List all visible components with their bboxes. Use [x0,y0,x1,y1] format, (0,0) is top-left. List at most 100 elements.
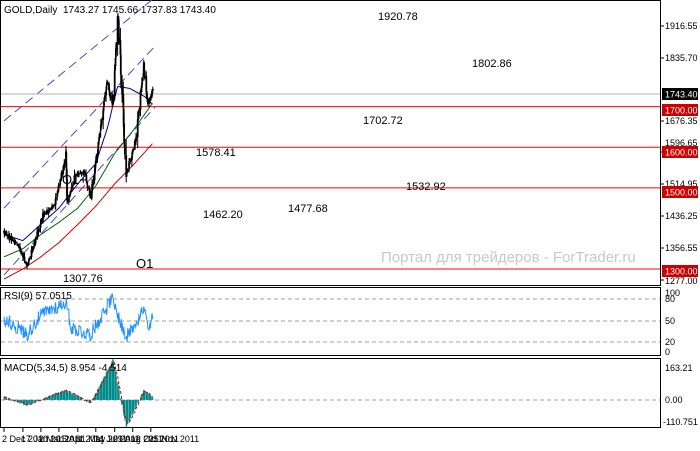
candle-body [140,84,143,88]
level-tag-1300 [662,265,698,277]
y-tick-label: 1676.35 [665,116,698,126]
candle-body [29,257,32,259]
annotation-low-1307: 1307.76 [63,273,103,285]
candle-body [104,95,106,98]
candle-body [115,42,118,49]
macd-tick-label: -110.751 [663,417,698,427]
horizontal-levels [1,106,660,270]
candle-body [81,172,83,174]
candle-body [143,69,146,76]
candle-body [103,98,106,102]
candle-body [3,231,6,234]
candle-body [102,110,105,120]
candle-body [139,91,142,110]
candle-body [99,131,102,138]
candle-body [140,88,143,92]
candle-body [98,137,100,141]
candle-body [99,125,102,131]
candle-body [46,210,48,212]
candle-body [17,245,20,248]
annotation-high-1920: 1920.78 [378,11,418,23]
candle-body [133,141,136,150]
moving-average-line [3,102,153,258]
candle-body [143,62,146,69]
rsi-axis: 100 80 50 20 0 [665,288,680,357]
rsi-title: RSI(9) 57.0515 [4,291,72,302]
candle-body [97,142,100,150]
candle-body [69,193,71,197]
candle-body [106,83,109,85]
candle-body [27,261,30,265]
candle-body [58,185,60,187]
candle-body [46,212,49,214]
candle-body [138,109,141,111]
candle-body [117,20,120,37]
candle-body [78,173,80,175]
wave-label-o1plus: O1+ [62,172,87,187]
candle-body [10,235,13,241]
candle-body [72,183,75,185]
candle-body [9,236,11,240]
price-panel-frame [0,0,661,286]
candle-body [144,75,146,77]
x-tick-label: 15 Apr 2011 [57,434,105,444]
rsi-levels [1,298,660,343]
y-tick-label: 1514.95 [665,179,698,189]
candle-body [72,185,74,187]
ohlc-values: 1743.27 1745.66 1737.83 1743.40 [63,5,216,16]
candle-body [35,237,37,239]
annotation-1578: 1578.41 [196,147,236,159]
candle-body [52,205,55,208]
candle-body [131,150,134,153]
candle-body [12,239,14,241]
x-tick-label: 2 Dec 2010 [2,434,48,444]
candle-body [32,247,34,250]
candle-body [30,249,33,258]
candle-body [60,173,63,175]
candle-body [135,137,138,138]
candle-body [105,86,108,90]
candle-body [151,91,153,97]
candle-body [128,161,130,170]
candle-body [113,70,116,95]
y-tick-label: 1436.25 [665,211,698,221]
y-tick-label: 1916.55 [665,21,698,31]
y-tick-label: 1356.55 [665,243,698,253]
candle-body [20,250,23,254]
candle-body [85,175,88,182]
macd-tick-label: 0.00 [665,395,683,405]
symbol-label: GOLD,Daily [4,5,57,16]
candle-body [66,179,68,201]
candle-body [75,174,78,176]
candle-body [115,48,117,58]
candle-body [43,213,46,215]
candle-body [124,144,126,155]
candle-body [119,40,122,55]
candle-body [74,175,77,178]
candle-body [112,98,114,105]
candle-body [103,102,105,108]
candle-body [26,264,29,266]
macd-tick-label: 163.21 [665,363,693,373]
macd-title: MACD(5,34,5) 8.954 -4.514 [4,363,127,374]
candle-body [125,154,128,177]
candle-body [56,193,59,197]
y-tick-label: 1596.65 [665,138,698,148]
rsi-tick-label: 80 [665,294,675,304]
candle-body [33,243,36,247]
x-tick-label: 31 May 2011 [76,434,127,444]
level-tag-1700-text: 1700.00 [665,106,698,116]
candle-body [39,223,42,228]
watermark: Портал для трейдеров - ForTrader.ru [381,249,636,266]
candle-body [89,197,92,199]
candle-body [131,156,133,161]
candle-body [141,77,144,85]
candle-body [60,173,63,179]
candle-body [116,16,119,44]
candle-body [119,54,122,75]
x-tick-label: 14 Jul 2011 [94,434,140,444]
y-tick-label: 1277.00 [665,276,698,286]
candle-body [92,180,95,182]
candle-body [23,256,26,261]
candle-body [138,110,140,116]
